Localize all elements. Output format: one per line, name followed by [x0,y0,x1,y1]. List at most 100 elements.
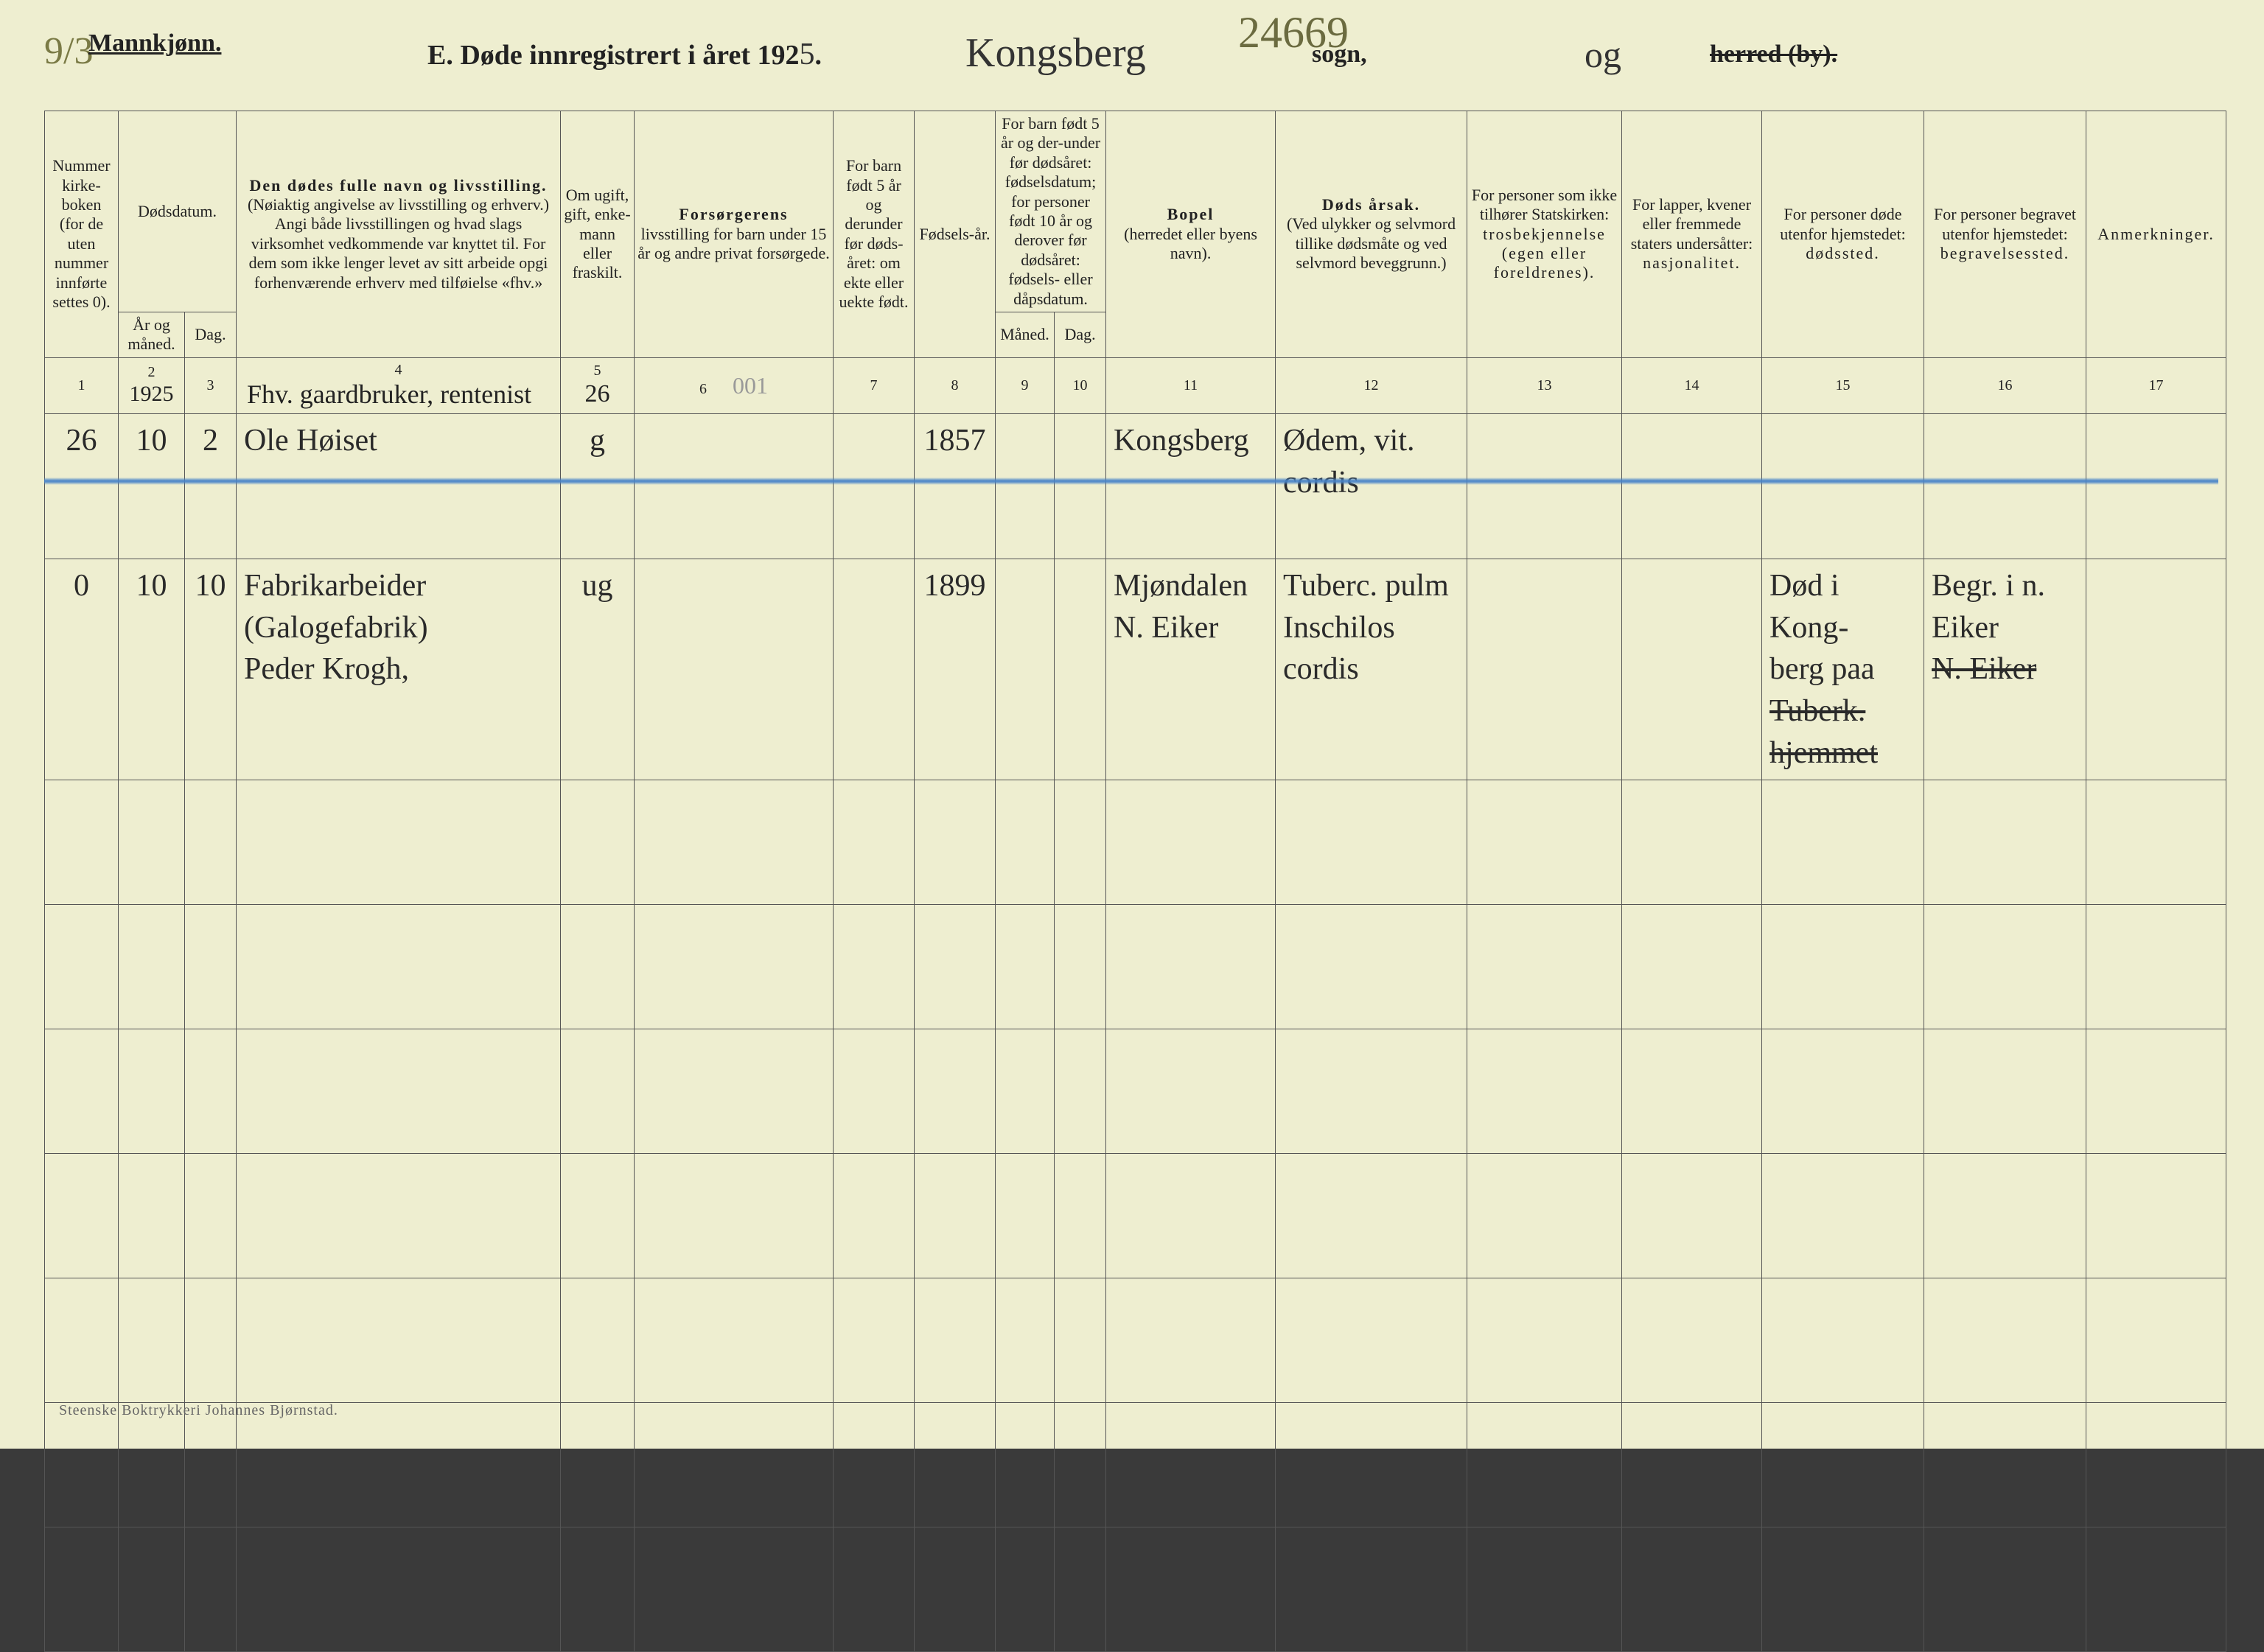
table-row-empty [45,1527,2226,1652]
col-header-11: Bopel (herredet eller byens navn). [1106,111,1276,358]
col-header-17: Anmerkninger. [2086,111,2226,358]
col-header-15: For personer døde utenfor hjemstedet: dø… [1762,111,1924,358]
cause-line2: Inschilos cordis [1283,607,1459,690]
cell-nationality [1622,413,1762,559]
cell-num: 0 [45,559,119,780]
col5-hand: 26 [585,380,610,407]
parish-handwritten: Kongsberg [965,29,1146,77]
cell-residence: Mjøndalen N. Eiker [1106,559,1276,780]
name-line1: Ole Høiset [244,420,553,462]
col16-desc: begravelsessted. [1940,244,2070,262]
table-row-empty [45,1403,2226,1527]
table-row-empty [45,905,2226,1029]
cell-deathplace [1762,413,1924,559]
colnum-9: 9 [996,357,1055,413]
col-header-9-10: For barn født 5 år og der-under før døds… [996,111,1106,312]
table-header: Nummer kirke-boken (for de uten nummer i… [45,111,2226,414]
colnum-12: 12 [1276,357,1467,413]
cell-remarks [2086,559,2226,780]
residence-line2: N. Eiker [1114,607,1268,649]
cell-birth-month [996,413,1055,559]
cell-residence: Kongsberg [1106,413,1276,559]
col-header-5: Om ugift, gift, enke-mann eller fraskilt… [561,111,635,358]
col-header-1: Nummer kirke-boken (for de uten nummer i… [45,111,119,358]
cell-num: 26 [45,413,119,559]
cell-confession [1467,413,1622,559]
cell-birth-day [1055,413,1106,559]
deathplace-line2: berg paa [1769,648,1916,690]
col12-desc: (Ved ulykker og selvmord tillike dødsmåt… [1287,214,1456,272]
col-header-14: For lapper, kvener eller fremmede stater… [1622,111,1762,358]
cell-provider [635,413,834,559]
district-label-struck: herred (by). [1710,41,1837,69]
col-header-13: For personer som ikke tilhører Statskirk… [1467,111,1622,358]
parish-label: sogn, [1312,41,1367,69]
column-number-row: 1 2 1925 3 4 Fhv. gaardbruker, rentenist… [45,357,2226,413]
col-header-2: År og måned. [119,312,185,357]
col-header-4: Den dødes fulle navn og livsstilling. (N… [237,111,561,358]
table-row-empty [45,1029,2226,1154]
cell-remarks [2086,413,2226,559]
residence-line1: Mjøndalen [1114,565,1268,607]
gender-label: Mannkjønn. [88,29,221,57]
col-header-2-3: Dødsdatum. [119,111,237,312]
colnum-14: 14 [1622,357,1762,413]
title-prefix: E. Døde innregistrert i året 192 [427,40,799,71]
colnum-13: 13 [1467,357,1622,413]
col6-desc: livsstilling for barn under 15 år og and… [637,225,829,262]
cell-provider [635,559,834,780]
colnum-4-val: 4 [395,362,402,378]
death-register-table: Nummer kirke-boken (for de uten nummer i… [44,111,2226,1652]
col-header-9: Måned. [996,312,1055,357]
col-header-3: Dag. [185,312,237,357]
table-row: 26 10 2 Ole Høiset g 1857 Kongsberg Ødem… [45,413,2226,559]
col-header-7: For barn født 5 år og derunder før døds-… [834,111,915,358]
colnum-11: 11 [1106,357,1276,413]
col-header-10: Dag. [1055,312,1106,357]
year-handwritten: 1925 [130,382,174,406]
colnum-16: 16 [1924,357,2086,413]
col-header-8: Fødsels-år. [915,111,996,358]
cell-status: g [561,413,635,559]
occupation-top-handwritten: Fhv. gaardbruker, rentenist [240,379,557,410]
table-row-empty [45,1154,2226,1278]
col4-title: Den dødes fulle navn og livsstilling. [249,176,547,195]
table-row: 0 10 10 Fabrikarbeider (Galogefabrik) Pe… [45,559,2226,780]
col14-title: For lapper, kvener eller fremmede stater… [1631,195,1753,253]
cell-name: Fabrikarbeider (Galogefabrik) Peder Krog… [237,559,561,780]
register-page: 9/3 Mannkjønn. E. Døde innregistrert i å… [0,0,2264,1449]
col15-desc: dødssted. [1806,244,1880,262]
col16-title: For personer begravet utenfor hjemstedet… [1934,205,2076,242]
cell-nationality [1622,559,1762,780]
page-header: 9/3 Mannkjønn. E. Døde innregistrert i å… [44,29,2220,88]
col15-title: For personer døde utenfor hjemstedet: [1780,205,1905,242]
cell-birth-day [1055,559,1106,780]
page-number-handwritten: 9/3 [44,29,93,73]
cell-cause: Ødem, vit. cordis [1276,413,1467,559]
col11-title: Bopel [1167,205,1215,223]
deathplace-line1: Død i Kong- [1769,565,1916,648]
colnum-3: 3 [185,357,237,413]
col11-desc: (herredet eller byens navn). [1124,225,1257,262]
col13-desc: trosbekjennelse (egen eller foreldrenes)… [1483,225,1606,282]
col12-title: Døds årsak. [1322,195,1420,214]
colnum-6: 6 001 [635,357,834,413]
colnum-1: 1 [45,357,119,413]
deathplace-line3: Tuberk. hjemmet [1769,690,1916,774]
col-header-6: Forsørgerens livsstilling for barn under… [635,111,834,358]
cell-confession [1467,559,1622,780]
name-line1: Fabrikarbeider (Galogefabrik) [244,565,553,648]
col6-faint: 001 [733,372,768,399]
colnum-5-val: 5 [594,363,601,379]
colnum-15: 15 [1762,357,1924,413]
colnum-7: 7 [834,357,915,413]
cell-legitimacy [834,413,915,559]
cell-birthyear: 1899 [915,559,996,780]
colnum-6-val: 6 [699,381,707,397]
col-header-12: Døds årsak. (Ved ulykker og selvmord til… [1276,111,1467,358]
cell-year-month: 10 [119,559,185,780]
col6-title: Forsørgerens [679,205,788,223]
og-handwritten: og [1585,33,1621,76]
title-suffix: . [814,40,822,71]
cell-burialplace: Begr. i n. Eiker N. Eiker [1924,559,2086,780]
